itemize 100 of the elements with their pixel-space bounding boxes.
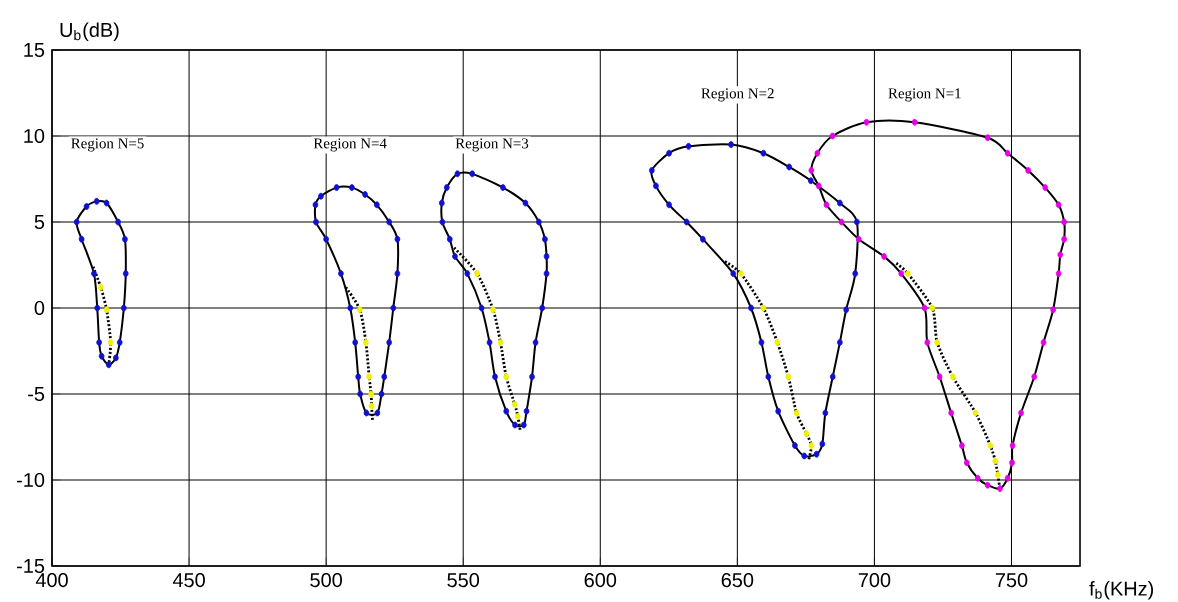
point	[683, 218, 690, 226]
point	[333, 184, 340, 191]
point	[312, 201, 319, 209]
point	[318, 192, 324, 200]
point	[997, 485, 1003, 492]
y-tick-label: 10	[24, 128, 45, 144]
point	[1057, 251, 1064, 259]
annotation: Region N=3	[455, 138, 529, 152]
point	[83, 203, 90, 210]
point	[363, 339, 369, 346]
point	[666, 149, 672, 157]
point	[73, 218, 80, 226]
point	[829, 373, 836, 381]
point	[987, 442, 994, 449]
point	[748, 304, 754, 312]
y-tick-label: -5	[28, 387, 45, 401]
point	[829, 132, 836, 140]
point	[843, 306, 849, 314]
annotation: Region N=4	[313, 138, 387, 152]
point	[863, 118, 870, 126]
point	[775, 407, 781, 415]
point	[948, 409, 954, 417]
point	[454, 170, 461, 178]
point	[760, 304, 767, 312]
point	[512, 421, 518, 429]
point	[522, 199, 529, 207]
point	[1009, 442, 1016, 449]
point	[323, 235, 329, 243]
point	[837, 199, 843, 207]
point	[1055, 270, 1062, 277]
point	[443, 184, 450, 191]
point	[728, 141, 734, 148]
point	[529, 373, 535, 381]
point	[103, 199, 110, 207]
point	[394, 235, 401, 243]
point	[964, 459, 970, 467]
point	[514, 412, 521, 420]
point	[685, 142, 692, 150]
point	[363, 409, 370, 417]
point	[786, 163, 792, 171]
point	[338, 270, 344, 277]
point	[1050, 306, 1056, 314]
point	[446, 235, 453, 243]
point	[352, 339, 358, 346]
point	[1061, 218, 1067, 226]
point	[103, 306, 110, 314]
point	[1055, 201, 1062, 209]
x-tick-label: 650	[721, 573, 754, 588]
y-tick-label: 0	[34, 300, 45, 316]
point	[819, 440, 826, 448]
point	[856, 235, 862, 243]
point	[105, 361, 112, 369]
point	[765, 373, 772, 381]
x-tick-label: 700	[858, 573, 891, 588]
point	[116, 339, 123, 346]
point	[115, 218, 121, 226]
annotation: Region N=2	[701, 88, 774, 102]
point	[1042, 184, 1048, 191]
point	[1018, 409, 1024, 417]
point	[808, 167, 815, 174]
x-tick-label: 750	[995, 573, 1028, 588]
point	[1061, 235, 1067, 243]
point	[94, 304, 101, 312]
point	[837, 339, 843, 346]
point	[98, 352, 105, 360]
point	[523, 407, 530, 415]
point	[808, 442, 815, 449]
point	[898, 270, 905, 277]
point	[838, 218, 845, 226]
point	[381, 373, 388, 381]
y-tick-label: -10	[17, 472, 45, 488]
point	[500, 184, 506, 191]
point	[374, 201, 380, 209]
point	[992, 457, 999, 465]
point	[469, 170, 476, 178]
y-tick-label: 15	[24, 43, 45, 57]
point	[497, 339, 504, 346]
point	[542, 235, 548, 243]
point	[113, 354, 119, 362]
point	[91, 270, 97, 277]
point	[921, 304, 928, 312]
point	[994, 471, 1001, 479]
point	[774, 339, 781, 346]
point	[357, 306, 363, 314]
point	[478, 304, 485, 312]
point	[911, 118, 918, 126]
point	[394, 270, 401, 277]
x-tick-label: 500	[310, 573, 342, 588]
y-tick-label: -15	[17, 559, 45, 573]
point	[803, 430, 810, 437]
point	[107, 339, 114, 346]
point	[814, 149, 821, 157]
point	[490, 306, 496, 314]
point	[758, 339, 765, 346]
point	[905, 270, 911, 277]
point	[486, 339, 493, 346]
point	[347, 304, 354, 312]
point	[368, 390, 374, 398]
point	[854, 218, 860, 226]
point	[452, 253, 458, 260]
